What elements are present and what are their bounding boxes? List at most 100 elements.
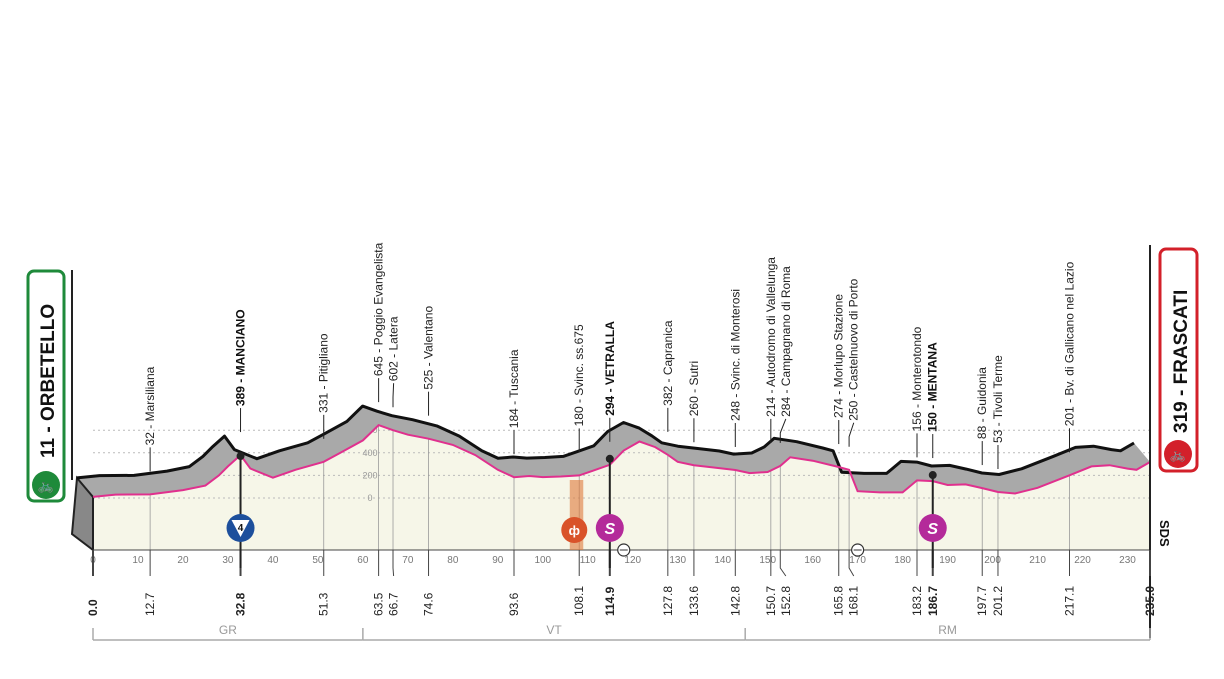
- km-marker-label: 142.8: [728, 586, 742, 616]
- x-tick-label: 230: [1119, 555, 1136, 566]
- province-label: RM: [938, 623, 957, 637]
- start-label: 11 - ORBETELLO: [38, 304, 59, 458]
- x-tick-label: 80: [447, 555, 459, 566]
- x-tick-label: 200: [984, 555, 1001, 566]
- sprint-badge-icon: [595, 514, 624, 542]
- town-tick: [848, 422, 855, 447]
- profile: [70, 404, 1151, 553]
- x-tick-label: 30: [222, 555, 234, 566]
- province-bar: GR VT RM: [92, 623, 1151, 641]
- km-marker-label: 217.1: [1062, 586, 1076, 616]
- x-tick-label: 20: [177, 555, 189, 566]
- kom-triangle: [231, 520, 250, 537]
- finish-cyclist-icon: [1164, 440, 1192, 468]
- km-marker-label: 183.2: [910, 586, 924, 616]
- finish-marker: 319 - FRASCATI 🚲: [1149, 245, 1199, 473]
- x-tick-label: 160: [804, 555, 821, 566]
- finish-box: [1158, 247, 1199, 473]
- km-marker-label: 235.0: [1143, 586, 1157, 616]
- sds-label: SDS: [1157, 520, 1172, 547]
- km-marker-label: 168.1: [847, 586, 861, 616]
- finish-label: 319 - FRASCATI: [1171, 290, 1192, 433]
- km-marker-label: 127.8: [661, 586, 675, 616]
- x-tick-label: 180: [894, 555, 911, 566]
- km-marker-label: 63.5: [372, 592, 386, 616]
- town-label: 602 - Latera: [387, 316, 401, 381]
- km-marker-label: 93.6: [507, 592, 521, 616]
- km-marker-label: 12.7: [143, 592, 157, 616]
- town-label: 382 - Capranica: [661, 320, 675, 406]
- km-marker-label: 66.7: [387, 592, 401, 616]
- elevation-tick-label: 200: [362, 470, 377, 480]
- town-label: 645 - Poggio Evangelista: [372, 242, 386, 376]
- x-tick-label: 140: [714, 555, 731, 566]
- sprint-dot: [928, 471, 937, 480]
- x-tick-label: 110: [580, 555, 596, 566]
- province-label: VT: [546, 623, 562, 637]
- town-label: 201 - Bv. di Gallicano nel Lazio: [1062, 261, 1076, 426]
- x-tick-label: 60: [357, 555, 369, 566]
- town-label: 156 - Monterotondo: [910, 326, 924, 431]
- x-tick-label: 40: [267, 555, 279, 566]
- km-marker-label: 197.7: [975, 586, 989, 616]
- town-tick: [779, 418, 787, 443]
- km-marker-label: 74.6: [422, 592, 436, 616]
- start-marker: 11 - ORBETELLO 🚲: [26, 269, 73, 503]
- x-tick-label: 130: [669, 555, 686, 566]
- x-tick-label: 220: [1074, 555, 1091, 566]
- x-tick-label: 50: [312, 555, 324, 566]
- km-marker-label: 51.3: [317, 592, 331, 616]
- km-marker-label: 186.7: [926, 586, 940, 616]
- km-marker-label: 108.1: [572, 586, 586, 616]
- x-tick-label: 170: [849, 555, 866, 566]
- km-marker-label: 0.0: [86, 599, 100, 616]
- bike-glyph: 🚲: [38, 478, 54, 493]
- km-marker-label: 165.8: [832, 586, 846, 616]
- town-label: 180 - Svinc. ss.675: [572, 324, 586, 426]
- x-tick-label: 10: [132, 555, 144, 566]
- x-tick-label: 70: [402, 555, 414, 566]
- town-label: 389 - MANCIANO: [234, 309, 248, 406]
- town-label: 184 - Tuscania: [507, 349, 521, 428]
- start-cyclist-icon: [32, 471, 60, 499]
- fork-knife-glyph: ф: [569, 523, 580, 538]
- town-label: 294 - VETRALLA: [603, 321, 617, 416]
- province-label: GR: [219, 623, 237, 637]
- km-marker-label: 152.8: [779, 586, 793, 616]
- elevation-tick-label: 0: [367, 493, 372, 503]
- profile-elevation-line: [92, 423, 1151, 498]
- km-marker-label: 114.9: [603, 586, 617, 616]
- town-label: 248 - Svinc. di Monterosi: [728, 289, 742, 421]
- town-label: 32 - Marsiliana: [143, 366, 157, 445]
- kom-dot: [236, 452, 245, 461]
- x-tick-label: 90: [492, 555, 504, 566]
- km-marker-tick: [392, 550, 395, 577]
- sprint-label: S: [927, 521, 938, 538]
- x-tick-label: 150: [759, 555, 776, 566]
- ground-fill: [93, 425, 1150, 550]
- km-marker-tick: [848, 550, 855, 577]
- km-marker-label: 32.8: [234, 592, 248, 616]
- town-label: 284 - Campagnano di Roma: [779, 266, 793, 417]
- elevation-tick-label: 400: [362, 448, 377, 458]
- town-label: 331 - Pitigliano: [317, 333, 331, 413]
- sprint-dot: [605, 454, 614, 463]
- kom-category: 4: [238, 523, 244, 534]
- town-label: 150 - MENTANA: [926, 342, 940, 432]
- km-marker-tick: [779, 550, 787, 577]
- town-tick: [392, 383, 395, 408]
- x-tick-label: 190: [939, 555, 956, 566]
- town-label: 274 - Morlupo Stazione: [832, 294, 846, 418]
- ground-area: [93, 425, 1150, 550]
- town-labels: 32 - Marsiliana 389 - MANCIANO 331 - Pitig…: [143, 242, 1076, 472]
- feed-zone-icon: [561, 517, 588, 543]
- town-label: 53 - Tivoli Terme: [991, 355, 1005, 443]
- icons: ф 4 S S: [226, 452, 947, 568]
- x-axis: 0 10 20 30 40 50 60 70 80 90 100 110 120 130 140 150 160…: [86, 460, 1157, 638]
- bike-glyph: 🚲: [1170, 447, 1186, 462]
- x-tick-label: 100: [534, 555, 551, 566]
- sprint-badge-icon: [918, 514, 947, 542]
- km-marker-label: 201.2: [991, 586, 1005, 616]
- km-marker-label: 150.7: [764, 586, 778, 616]
